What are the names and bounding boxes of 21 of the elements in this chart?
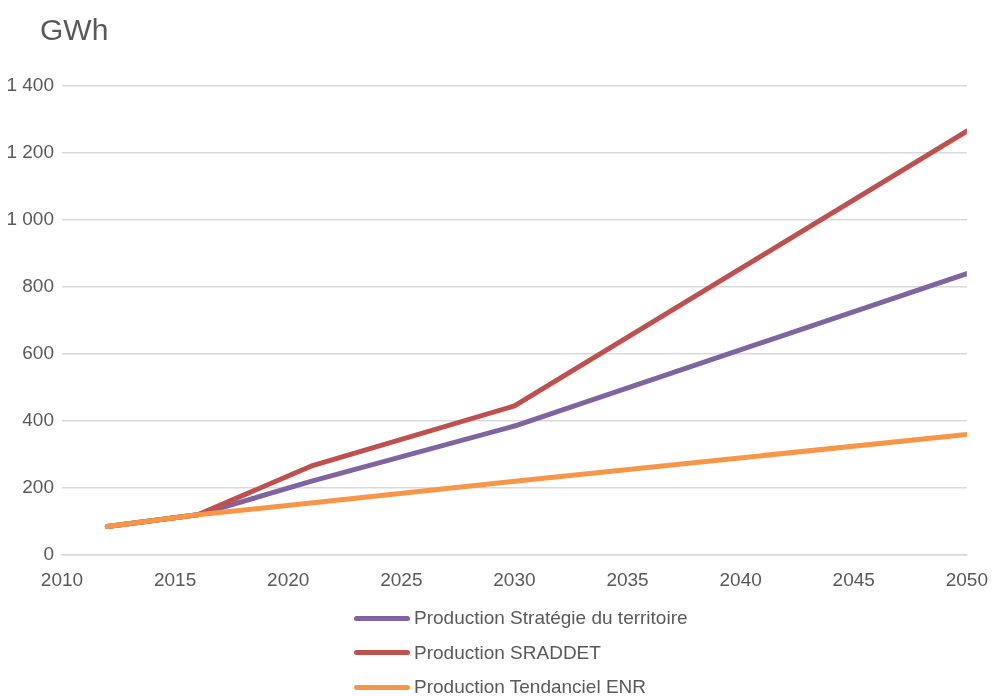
x-tick-label: 2025 bbox=[380, 568, 423, 590]
y-tick-label: 200 bbox=[22, 476, 54, 498]
x-tick-label: 2015 bbox=[153, 568, 197, 590]
x-tick-label: 2040 bbox=[719, 568, 762, 590]
legend-label: Production Stratégie du territoire bbox=[414, 607, 688, 630]
y-tick-label: 0 bbox=[43, 543, 54, 565]
y-axis-title: GWh bbox=[40, 12, 109, 48]
x-tick-label: 2020 bbox=[267, 568, 310, 590]
x-tick-label: 2010 bbox=[40, 568, 84, 590]
y-tick-label: 1 400 bbox=[6, 74, 54, 96]
x-tick-label: 2050 bbox=[945, 568, 989, 590]
y-tick-label: 1 000 bbox=[6, 208, 54, 230]
x-tick-label: 2035 bbox=[606, 568, 649, 590]
y-tick-label: 1 200 bbox=[6, 141, 54, 163]
y-tick-label: 400 bbox=[22, 409, 54, 431]
x-tick-label: 2045 bbox=[832, 568, 875, 590]
x-tick-label: 2030 bbox=[493, 568, 536, 590]
y-tick-label: 800 bbox=[22, 275, 54, 297]
legend-label: Production SRADDET bbox=[414, 641, 601, 664]
y-tick-label: 600 bbox=[22, 342, 54, 364]
legend-label: Production Tendanciel ENR bbox=[414, 676, 647, 696]
